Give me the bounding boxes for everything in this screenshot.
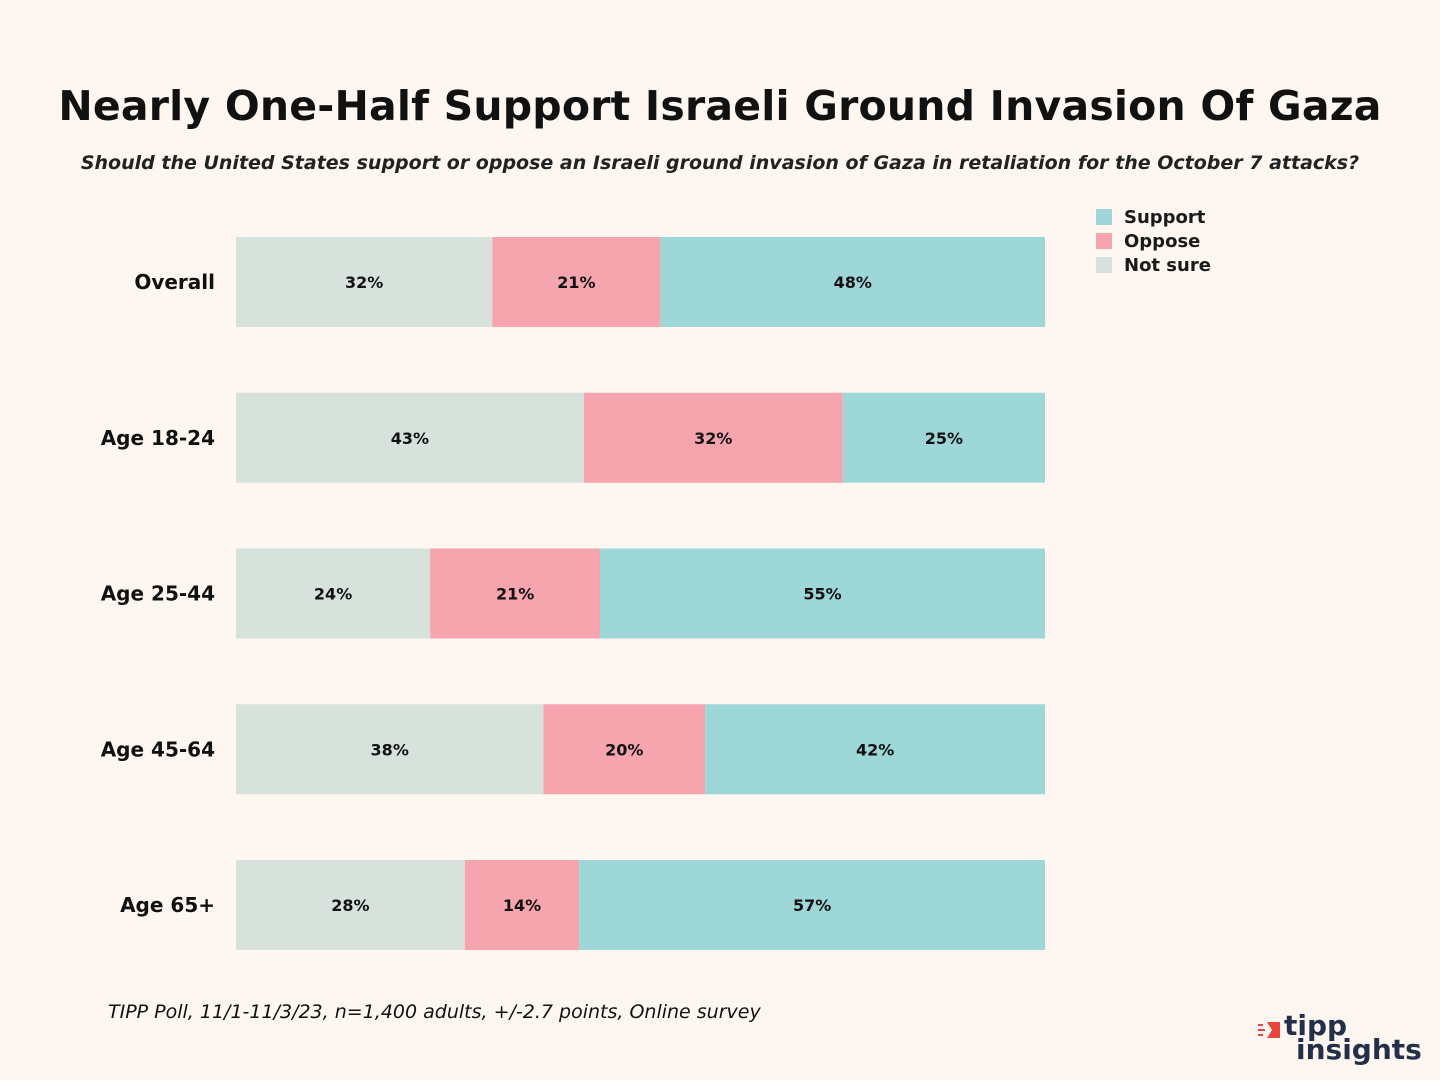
- bar-overall-support: [660, 237, 1045, 327]
- bar-age-45-64-support: [705, 704, 1045, 795]
- logo-arrow-icon: [1258, 1022, 1280, 1038]
- legend-label-oppose: Oppose: [1124, 230, 1201, 252]
- bar-overall-not-sure: [236, 237, 493, 327]
- category-label-age-65: Age 65+: [120, 893, 215, 917]
- bars-group: [236, 237, 1045, 950]
- bar-age-18-24-not-sure: [236, 392, 584, 483]
- chart-title: Nearly One-Half Support Israeli Ground I…: [58, 82, 1382, 130]
- value-label-age-25-44-not-sure: 24%: [314, 585, 352, 604]
- value-label-age-18-24-support: 25%: [925, 429, 963, 448]
- legend-item-not-sure: Not sure: [1096, 253, 1211, 277]
- category-label-age-18-24: Age 18-24: [101, 426, 215, 450]
- legend-item-oppose: Oppose: [1096, 229, 1211, 253]
- bar-age-18-24-support: [842, 392, 1045, 483]
- bar-age-45-64-oppose: [543, 704, 706, 795]
- legend-swatch-support: [1096, 209, 1112, 225]
- value-label-age-65-oppose: 14%: [503, 896, 541, 915]
- bar-age-25-44-not-sure: [236, 548, 431, 639]
- bar-overall-oppose: [492, 237, 661, 327]
- legend-label-support: Support: [1124, 206, 1206, 228]
- value-label-overall-oppose: 21%: [557, 273, 595, 292]
- logo-text-insights: insights: [1296, 1033, 1422, 1066]
- source-footnote: TIPP Poll, 11/1-11/3/23, n=1,400 adults,…: [108, 1001, 761, 1023]
- category-label-overall: Overall: [134, 270, 215, 294]
- legend-swatch-oppose: [1096, 233, 1112, 249]
- value-label-age-45-64-oppose: 20%: [605, 740, 643, 759]
- value-label-age-25-44-oppose: 21%: [496, 585, 534, 604]
- bar-age-65-support: [579, 860, 1045, 950]
- logo-text-tipp: tipp: [1284, 1009, 1348, 1042]
- bar-age-65-not-sure: [236, 860, 465, 950]
- chart-subtitle: Should the United States support or oppo…: [80, 152, 1360, 174]
- bar-age-45-64-not-sure: [236, 704, 544, 795]
- legend-item-support: Support: [1096, 205, 1211, 229]
- value-label-age-18-24-not-sure: 43%: [391, 429, 429, 448]
- value-label-age-25-44-support: 55%: [803, 585, 841, 604]
- value-label-age-65-support: 57%: [793, 896, 831, 915]
- bar-age-18-24-oppose: [583, 392, 843, 483]
- value-label-age-45-64-support: 42%: [856, 740, 894, 759]
- category-label-age-25-44: Age 25-44: [101, 582, 215, 606]
- value-labels: 32% 21% 48% 43% 32% 25% 24% 21% 55% 38% 20% 42% 28% 1…: [314, 273, 963, 915]
- bar-age-65-oppose: [464, 860, 580, 950]
- value-label-age-65-not-sure: 28%: [331, 896, 369, 915]
- value-label-age-18-24-oppose: 32%: [694, 429, 732, 448]
- legend: Support Oppose Not sure: [1096, 205, 1211, 277]
- value-label-overall-support: 48%: [834, 273, 872, 292]
- category-labels: Overall Age 18-24 Age 25-44 Age 45-64 Age 65…: [101, 270, 215, 917]
- legend-swatch-not-sure: [1096, 257, 1112, 273]
- value-label-overall-not-sure: 32%: [345, 273, 383, 292]
- legend-label-not-sure: Not sure: [1124, 254, 1211, 276]
- bar-age-25-44-support: [600, 548, 1045, 639]
- tipp-insights-logo: tipp insights: [1254, 1009, 1422, 1068]
- category-label-age-45-64: Age 45-64: [101, 737, 215, 761]
- bar-age-25-44-oppose: [430, 548, 601, 639]
- value-label-age-45-64-not-sure: 38%: [371, 740, 409, 759]
